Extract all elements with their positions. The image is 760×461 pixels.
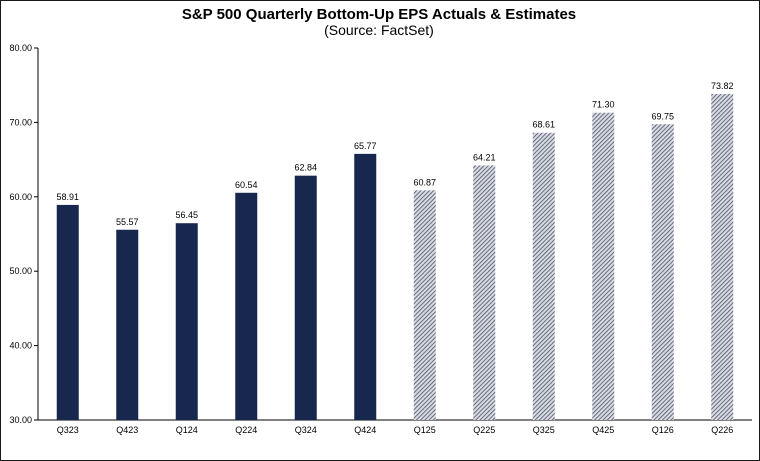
actual-bar [116, 229, 139, 420]
actual-bar [175, 223, 198, 420]
x-tick-label: Q324 [295, 425, 317, 435]
y-tick-label: 30.00 [9, 415, 32, 425]
value-label-group: 58.91 55.57 56.45 60.54 62.84 65.77 60.87 64.21… [56, 81, 733, 227]
bar-value-label: 71.30 [592, 100, 615, 110]
bar-value-label: 64.21 [473, 152, 496, 162]
bar-value-label: 60.54 [235, 180, 258, 190]
estimate-bar [413, 190, 436, 420]
y-tick-label: 70.00 [9, 117, 32, 127]
chart-subtitle: (Source: FactSet) [324, 22, 434, 38]
x-tick-label: Q126 [652, 425, 674, 435]
y-tick-label: 40.00 [9, 341, 32, 351]
y-tick-label: 50.00 [9, 266, 32, 276]
bar-group [56, 93, 734, 421]
estimate-bar [592, 112, 615, 420]
bar-value-label: 56.45 [175, 210, 198, 220]
bar-value-label: 68.61 [532, 120, 555, 130]
chart-title: S&P 500 Quarterly Bottom-Up EPS Actuals … [181, 6, 577, 23]
x-tick-label: Q423 [116, 425, 138, 435]
y-tick-label: 80.00 [9, 43, 32, 53]
estimate-bar [651, 124, 674, 420]
estimate-bar [711, 93, 734, 421]
actual-bar [235, 192, 258, 420]
y-tick-label: 60.00 [9, 192, 32, 202]
x-tick-label: Q125 [414, 425, 436, 435]
x-tick-label: Q224 [235, 425, 257, 435]
bar-value-label: 73.82 [711, 81, 734, 91]
estimate-bar [473, 165, 496, 420]
x-tick-label: Q325 [533, 425, 555, 435]
x-tick-label: Q424 [354, 425, 376, 435]
x-tick-label: Q124 [176, 425, 198, 435]
bar-value-label: 65.77 [354, 141, 377, 151]
bar-value-label: 62.84 [294, 163, 317, 173]
x-tick-label: Q323 [57, 425, 79, 435]
bar-value-label: 58.91 [56, 192, 79, 202]
x-tick-label: Q425 [592, 425, 614, 435]
actual-bar [56, 204, 79, 420]
bar-value-label: 55.57 [116, 217, 139, 227]
x-tick-label-group: Q323 Q423 Q124 Q224 Q324 Q424 Q125 Q225 Q325 Q425… [57, 425, 734, 435]
x-tick-label: Q225 [473, 425, 495, 435]
bar-value-label: 69.75 [651, 111, 674, 121]
actual-bar [354, 153, 377, 420]
x-tick-label: Q226 [711, 425, 733, 435]
actual-bar [294, 175, 317, 420]
bar-value-label: 60.87 [413, 177, 436, 187]
y-tick-group: 30.00 40.00 50.00 60.00 70.00 80.00 [9, 43, 38, 425]
estimate-bar [532, 132, 555, 421]
